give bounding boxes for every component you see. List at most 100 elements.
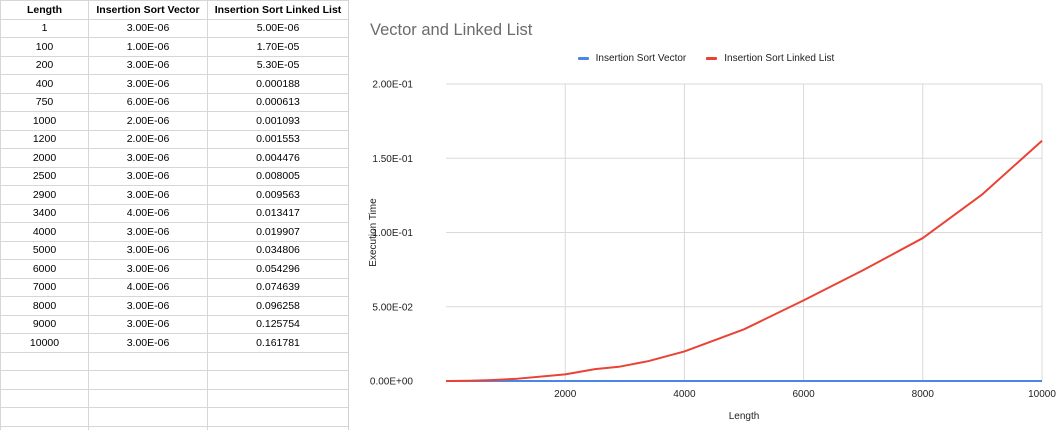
table-header-row: Length Insertion Sort Vector Insertion S… [0, 0, 348, 20]
empty-row [0, 370, 348, 390]
legend-label-linked-list: Insertion Sort Linked List [724, 53, 835, 64]
cell-length[interactable]: 200 [0, 55, 89, 75]
table-body: 1 3.00E-06 5.00E-06 100 1.00E-06 1.70E-05 200 3… [0, 18, 348, 430]
empty-cell[interactable] [207, 351, 348, 371]
legend-item-linked-list[interactable]: Insertion Sort Linked List [706, 53, 834, 64]
cell-length[interactable]: 1000 [0, 111, 89, 131]
header-length[interactable]: Length [0, 0, 89, 20]
cell-vector[interactable]: 6.00E-06 [88, 92, 208, 112]
empty-cell[interactable] [88, 370, 208, 390]
cell-length[interactable]: 750 [0, 92, 89, 112]
table-row: 7000 4.00E-06 0.074639 [0, 277, 348, 297]
cell-vector[interactable]: 3.00E-06 [88, 55, 208, 75]
cell-linked-list[interactable]: 0.019907 [207, 222, 348, 242]
cell-length[interactable]: 4000 [0, 222, 89, 242]
cell-linked-list[interactable]: 0.008005 [207, 166, 348, 186]
empty-cell[interactable] [0, 388, 89, 408]
cell-vector[interactable]: 3.00E-06 [88, 185, 208, 205]
header-vector[interactable]: Insertion Sort Vector [88, 0, 208, 20]
cell-linked-list[interactable]: 0.054296 [207, 259, 348, 279]
y-tick-label: 1.00E-01 [372, 228, 413, 239]
chart-title: Vector and Linked List [370, 21, 533, 39]
cell-length[interactable]: 2900 [0, 185, 89, 205]
table-row: 1 3.00E-06 5.00E-06 [0, 18, 348, 38]
cell-vector[interactable]: 3.00E-06 [88, 166, 208, 186]
y-tick-label: 0.00E+00 [370, 377, 414, 388]
empty-row [0, 425, 348, 430]
y-axis-title: Execution Time [368, 198, 379, 267]
cell-linked-list[interactable]: 1.70E-05 [207, 37, 348, 57]
empty-cell[interactable] [0, 407, 89, 427]
chart-legend: Insertion Sort Vector Insertion Sort Lin… [349, 53, 1063, 64]
cell-length[interactable]: 1200 [0, 129, 89, 149]
table-row: 2900 3.00E-06 0.009563 [0, 185, 348, 205]
empty-cell[interactable] [88, 407, 208, 427]
cell-linked-list[interactable]: 0.001093 [207, 111, 348, 131]
cell-linked-list[interactable]: 5.00E-06 [207, 18, 348, 38]
empty-cell[interactable] [88, 425, 208, 430]
table-row: 200 3.00E-06 5.30E-05 [0, 55, 348, 75]
cell-length[interactable]: 6000 [0, 259, 89, 279]
cell-vector[interactable]: 2.00E-06 [88, 111, 208, 131]
cell-length[interactable]: 1 [0, 18, 89, 38]
cell-length[interactable]: 10000 [0, 333, 89, 353]
x-tick-label: 2000 [554, 389, 577, 400]
cell-length[interactable]: 400 [0, 74, 89, 94]
cell-length[interactable]: 2500 [0, 166, 89, 186]
cell-linked-list[interactable]: 5.30E-05 [207, 55, 348, 75]
cell-length[interactable]: 8000 [0, 296, 89, 316]
cell-vector[interactable]: 3.00E-06 [88, 296, 208, 316]
x-axis-title: Length [729, 411, 760, 422]
cell-length[interactable]: 5000 [0, 240, 89, 260]
cell-vector[interactable]: 3.00E-06 [88, 333, 208, 353]
cell-vector[interactable]: 1.00E-06 [88, 37, 208, 57]
cell-vector[interactable]: 3.00E-06 [88, 240, 208, 260]
cell-vector[interactable]: 3.00E-06 [88, 18, 208, 38]
cell-linked-list[interactable]: 0.000613 [207, 92, 348, 112]
cell-vector[interactable]: 3.00E-06 [88, 74, 208, 94]
cell-linked-list[interactable]: 0.004476 [207, 148, 348, 168]
empty-cell[interactable] [207, 370, 348, 390]
empty-cell[interactable] [88, 388, 208, 408]
cell-length[interactable]: 2000 [0, 148, 89, 168]
cell-length[interactable]: 3400 [0, 203, 89, 223]
cell-vector[interactable]: 3.00E-06 [88, 222, 208, 242]
empty-cell[interactable] [0, 351, 89, 371]
empty-cell[interactable] [88, 351, 208, 371]
cell-vector[interactable]: 4.00E-06 [88, 203, 208, 223]
cell-length[interactable]: 7000 [0, 277, 89, 297]
y-tick-label: 2.00E-01 [372, 80, 413, 91]
cell-vector[interactable]: 2.00E-06 [88, 129, 208, 149]
table-row: 400 3.00E-06 0.000188 [0, 74, 348, 94]
empty-cell[interactable] [0, 370, 89, 390]
table-row: 1000 2.00E-06 0.001093 [0, 111, 348, 131]
empty-cell[interactable] [207, 425, 348, 430]
cell-vector[interactable]: 3.00E-06 [88, 148, 208, 168]
cell-linked-list[interactable]: 0.161781 [207, 333, 348, 353]
series-line-linked-list[interactable] [446, 140, 1043, 382]
legend-item-vector[interactable]: Insertion Sort Vector [577, 53, 686, 64]
cell-length[interactable]: 100 [0, 37, 89, 57]
cell-linked-list[interactable]: 0.125754 [207, 314, 348, 334]
header-linked-list[interactable]: Insertion Sort Linked List [207, 0, 348, 20]
cell-vector[interactable]: 3.00E-06 [88, 314, 208, 334]
cell-linked-list[interactable]: 0.074639 [207, 277, 348, 297]
empty-cell[interactable] [0, 425, 89, 430]
cell-vector[interactable]: 3.00E-06 [88, 259, 208, 279]
table-row: 750 6.00E-06 0.000613 [0, 92, 348, 112]
data-table: Length Insertion Sort Vector Insertion S… [0, 0, 348, 430]
empty-cell[interactable] [207, 388, 348, 408]
cell-linked-list[interactable]: 0.013417 [207, 203, 348, 223]
spreadsheet-panel: Length Insertion Sort Vector Insertion S… [0, 0, 349, 430]
cell-linked-list[interactable]: 0.000188 [207, 74, 348, 94]
x-tick-label: 8000 [912, 389, 935, 400]
table-row: 1200 2.00E-06 0.001553 [0, 129, 348, 149]
cell-linked-list[interactable]: 0.034806 [207, 240, 348, 260]
cell-vector[interactable]: 4.00E-06 [88, 277, 208, 297]
cell-linked-list[interactable]: 0.096258 [207, 296, 348, 316]
table-row: 3400 4.00E-06 0.013417 [0, 203, 348, 223]
cell-linked-list[interactable]: 0.001553 [207, 129, 348, 149]
cell-linked-list[interactable]: 0.009563 [207, 185, 348, 205]
empty-cell[interactable] [207, 407, 348, 427]
cell-length[interactable]: 9000 [0, 314, 89, 334]
